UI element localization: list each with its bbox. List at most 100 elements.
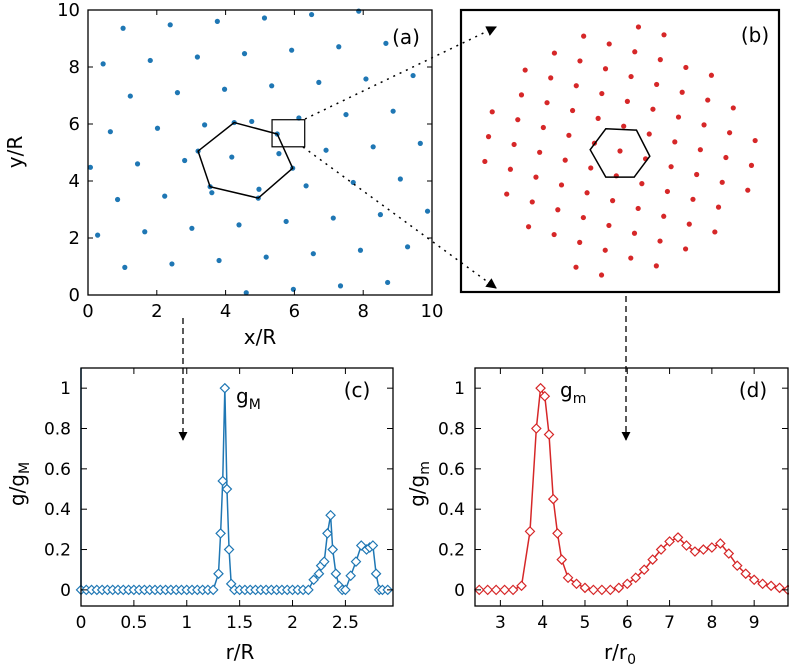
d-xtick-label-0: 3 — [495, 613, 506, 633]
panel-d-frame — [474, 367, 789, 607]
panel-a-dot-10 — [154, 125, 161, 131]
panel-a-dot-23 — [189, 225, 195, 231]
panel-a-x-ticks: 0 2 4 6 8 10 — [82, 10, 443, 322]
panel-a-dot-4 — [127, 93, 133, 99]
d-point-34 — [731, 560, 743, 572]
panel-a-dot-51 — [390, 108, 396, 114]
c-point-30 — [221, 483, 233, 495]
d-point-7 — [530, 423, 542, 434]
panel-b-dot-34 — [602, 66, 609, 72]
d-point-16 — [579, 582, 591, 594]
panel-d-ylabel-main: g/g — [405, 475, 429, 507]
d-point-24 — [647, 554, 658, 565]
panel-a-xtick-label-1: 2 — [151, 301, 162, 322]
panel-a-dot-18 — [202, 122, 208, 128]
panel-a-dot-5 — [147, 57, 153, 64]
panel-a-ytick-label-3: 6 — [69, 114, 80, 135]
panel-a-dot-13 — [214, 18, 220, 24]
d-point-14 — [562, 572, 574, 584]
d-xtick-label-2: 5 — [580, 613, 591, 633]
panel-a-ytick-label-1: 2 — [69, 228, 80, 249]
panel-c-series-label: gM — [236, 384, 261, 413]
d-point-25 — [655, 544, 667, 555]
d-point-18 — [596, 584, 608, 596]
panel-a-dot-12 — [194, 54, 200, 60]
panel-d-xlabel: r/r0 — [604, 640, 636, 664]
panel-a-dot-47 — [310, 251, 316, 257]
panel-b-dot-66 — [682, 246, 689, 252]
panel-a-dot-38 — [243, 290, 249, 296]
panel-b-dot-63 — [675, 114, 682, 120]
panel-d-y-ticks: 0 0.2 0.4 0.6 0.8 1 — [438, 379, 788, 601]
panel-d-series-g: g — [560, 378, 573, 402]
c-point-29 — [219, 382, 231, 394]
panel-b-dot-21 — [566, 132, 572, 138]
panel-a-dot-3 — [107, 129, 113, 135]
panel-b-dot-62 — [672, 139, 678, 145]
panel-c-x-ticks: 0 0.5 1 1.5 2 2.5 — [76, 368, 359, 633]
d-ytick-label-4: 0.8 — [438, 420, 465, 440]
panel-a-dot-17 — [182, 157, 188, 164]
panel-b-dot-29 — [584, 190, 590, 196]
panel-a-dot-26 — [249, 118, 255, 125]
panel-a-ytick-label-4: 8 — [69, 57, 80, 78]
panel-b-dot-44 — [628, 73, 634, 80]
d-point-1 — [482, 584, 494, 596]
panel-b-dot-74 — [712, 229, 718, 235]
panel-b-dot-22 — [569, 107, 576, 114]
panel-c-ylabel-main: g/g — [5, 474, 29, 506]
d-point-22 — [630, 572, 642, 584]
d-point-27 — [672, 532, 684, 543]
panel-d-markers — [473, 382, 789, 596]
panel-a-dot-50 — [370, 144, 376, 150]
c-point-60 — [350, 556, 362, 567]
d-xtick-label-4: 7 — [664, 613, 675, 633]
c-xtick-label-4: 2 — [287, 613, 298, 633]
panel-b-dot-6 — [515, 117, 521, 123]
panel-b-dot-9 — [525, 224, 532, 230]
panel-b-dot-78 — [726, 130, 733, 136]
d-point-19 — [605, 584, 616, 596]
panel-b-dot-67 — [686, 221, 692, 227]
panel-a-dot-39 — [263, 254, 269, 260]
panel-a-dot-31 — [236, 222, 242, 228]
d-point-39 — [774, 582, 785, 594]
d-point-20 — [613, 582, 625, 594]
d-ytick-label-5: 1 — [454, 379, 465, 399]
panel-a-dot-37 — [356, 8, 362, 14]
panel-b-dot-11 — [533, 174, 539, 180]
panel-b-dot-23 — [573, 83, 579, 89]
panel-a-ytick-label-2: 4 — [69, 171, 80, 192]
panel-b-dot-35 — [606, 41, 612, 47]
panel-a-dot-53 — [337, 283, 344, 289]
panel-b-dot-42 — [621, 123, 627, 129]
panel-a-dot-33 — [276, 151, 282, 157]
panel-c-series-g: g — [236, 384, 249, 408]
zoom-line-bottom — [302, 146, 497, 289]
c-ytick-label-0: 0 — [60, 581, 71, 601]
d-point-21 — [621, 578, 633, 590]
panel-a-dot-11 — [174, 90, 181, 96]
panel-a-dot-16 — [162, 193, 168, 199]
d-point-35 — [740, 568, 752, 580]
c-point-53 — [325, 509, 336, 521]
panel-b-dot-60 — [664, 188, 671, 195]
panel-b-dot-12 — [537, 149, 543, 155]
panel-c-y-ticks: 0 0.2 0.4 0.6 0.8 1 — [44, 379, 393, 601]
panel-a-hex-vertices — [195, 119, 296, 201]
d-point-11 — [547, 493, 559, 505]
d-point-23 — [638, 564, 650, 576]
panel-b-dot-69 — [694, 171, 700, 178]
panel-c-frame — [80, 367, 394, 607]
c-ytick-label-2: 0.4 — [44, 500, 71, 520]
d-point-12 — [552, 528, 563, 539]
panel-c-ylabel: g/gM — [5, 462, 33, 506]
panel-b-dot-37 — [602, 247, 608, 253]
c-xtick-label-2: 1 — [181, 613, 192, 633]
c-ytick-label-3: 0.6 — [44, 460, 71, 480]
d-point-30 — [698, 544, 709, 555]
panel-b-dot-2 — [489, 109, 495, 115]
panel-a-dot-42 — [323, 147, 329, 153]
